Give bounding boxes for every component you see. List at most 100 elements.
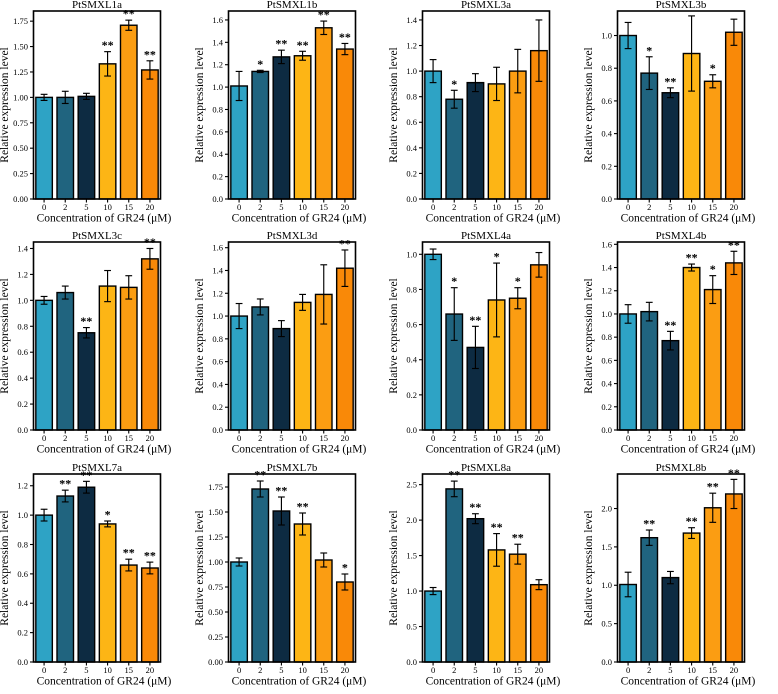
significance-marker: ** <box>317 8 329 22</box>
x-tick-label: 0 <box>236 202 240 212</box>
axes-box <box>421 10 551 200</box>
y-tick-label: 0.75 <box>13 118 28 128</box>
x-tick-label: 15 <box>514 433 522 443</box>
x-tick-label: 20 <box>729 665 737 675</box>
error-bar <box>687 263 695 272</box>
x-tick-label: 0 <box>431 433 435 443</box>
significance-marker: ** <box>296 38 308 52</box>
error-bar <box>235 70 242 102</box>
y-tick-label: 2.5 <box>406 479 417 489</box>
y-tick-label: 0.2 <box>17 399 28 409</box>
significance-marker: ** <box>80 467 92 481</box>
y-tick-label: 1.0 <box>601 31 612 41</box>
chart-title: PtSMXL8b <box>655 463 706 474</box>
x-tick-label: 0 <box>42 202 46 212</box>
bar-15uM <box>703 289 722 432</box>
significance-marker: * <box>105 507 111 521</box>
y-tick-label: 0.2 <box>601 402 612 412</box>
x-tick-label: 5 <box>668 665 672 675</box>
y-tick-label: 0.4 <box>406 143 417 153</box>
bar-10uM <box>682 532 701 663</box>
x-tick-label: 10 <box>103 665 111 675</box>
y-tick-label: 1.2 <box>212 289 223 299</box>
y-tick-label: 0.0 <box>406 425 417 435</box>
significance-marker: ** <box>469 500 481 514</box>
y-tick-label: 1.4 <box>406 15 417 25</box>
chart-svg-PtSMXL4a: PtSMXL4a 0.0 0.2 0.4 0.6 0.8 1.0 0 * 2 ** 5 * 10 * 15 20… <box>389 231 561 455</box>
significance-marker: ** <box>296 499 308 513</box>
x-tick-label: 2 <box>258 433 262 443</box>
x-tick-label: 5 <box>473 665 477 675</box>
chart-title: PtSMXL4b <box>655 231 706 242</box>
bar-2uM <box>250 70 269 200</box>
axes-box <box>616 10 745 200</box>
y-tick-label: 0.6 <box>212 357 223 367</box>
bar-5uM <box>271 328 290 432</box>
axes-box <box>616 241 745 432</box>
y-tick-label: 1.00 <box>208 557 223 567</box>
x-axis-label: Concentration of GR24 (μM) <box>620 444 755 456</box>
error-bar <box>514 287 522 310</box>
bar-20uM <box>335 267 354 432</box>
bar-5uM <box>466 517 485 663</box>
x-tick-label: 15 <box>125 202 133 212</box>
y-axis-label: Relative expression level <box>584 279 595 394</box>
bar-20uM <box>140 69 159 200</box>
x-axis-label: Concentration of GR24 (μM) <box>426 675 561 687</box>
x-tick-label: 15 <box>319 202 327 212</box>
x-tick-label: 20 <box>340 202 348 212</box>
y-tick-label: 0.8 <box>212 104 223 114</box>
error-bar <box>146 60 154 80</box>
x-tick-label: 5 <box>668 202 672 212</box>
bar-5uM <box>466 81 485 200</box>
bar-15uM <box>119 287 138 432</box>
x-tick-label: 0 <box>625 202 629 212</box>
y-tick-label: 0.4 <box>17 598 28 608</box>
x-tick-label: 20 <box>146 665 154 675</box>
error-bar <box>125 19 133 31</box>
y-tick-label: 1.50 <box>13 42 28 52</box>
chart-title: PtSMXL3d <box>266 231 317 242</box>
bar-20uM <box>140 566 159 663</box>
significance-marker: ** <box>664 74 676 88</box>
y-tick-label: 2.0 <box>601 503 612 513</box>
x-tick-label: 2 <box>258 202 262 212</box>
y-tick-label: 0.4 <box>601 379 612 389</box>
x-tick-label: 10 <box>103 433 111 443</box>
error-bar <box>235 557 242 567</box>
chart-svg-PtSMXL3a: PtSMXL3a 0.0 0.2 0.4 0.6 0.8 1.0 1.2 1.4 0 * 2 5 10 15… <box>389 0 561 224</box>
y-tick-label: 1.0 <box>406 586 417 596</box>
bar-20uM <box>335 48 354 200</box>
y-tick-label: 1.00 <box>13 92 28 102</box>
significance-marker: * <box>451 77 457 91</box>
y-tick-label: 0.6 <box>601 96 612 106</box>
chart-svg-PtSMXL4b: PtSMXL4b 0.0 0.2 0.4 0.6 0.8 1.0 1.2 1.4 1.6 0 2 ** 5… <box>584 231 756 456</box>
significance-marker: * <box>709 262 715 276</box>
y-tick-label: 0.8 <box>406 285 417 295</box>
y-tick-label: 1.4 <box>17 244 28 254</box>
x-tick-label: 2 <box>647 665 651 675</box>
significance-marker: * <box>709 61 715 75</box>
x-tick-label: 20 <box>146 202 154 212</box>
y-axis-label: Relative expression level <box>195 47 206 162</box>
significance-marker: ** <box>144 548 156 562</box>
error-bar <box>104 520 111 528</box>
x-tick-label: 20 <box>535 202 543 212</box>
x-tick-label: 15 <box>708 665 716 675</box>
x-axis-label: Concentration of GR24 (μM) <box>231 675 366 687</box>
x-tick-label: 15 <box>708 433 716 443</box>
x-tick-label: 10 <box>492 202 500 212</box>
significance-marker: ** <box>685 514 697 528</box>
bar-20uM <box>724 31 743 200</box>
bar-10uM <box>682 267 701 432</box>
error-bar <box>687 526 695 539</box>
chart-title: PtSMXL4a <box>461 231 511 242</box>
y-tick-label: 0.6 <box>406 320 417 330</box>
error-bar <box>125 275 133 300</box>
x-tick-label: 10 <box>687 202 695 212</box>
axes-box <box>421 472 551 663</box>
y-axis-label: Relative expression level <box>195 279 206 394</box>
y-tick-label: 1.4 <box>212 37 223 47</box>
significance-marker: ** <box>469 313 481 327</box>
error-bar <box>708 275 716 305</box>
